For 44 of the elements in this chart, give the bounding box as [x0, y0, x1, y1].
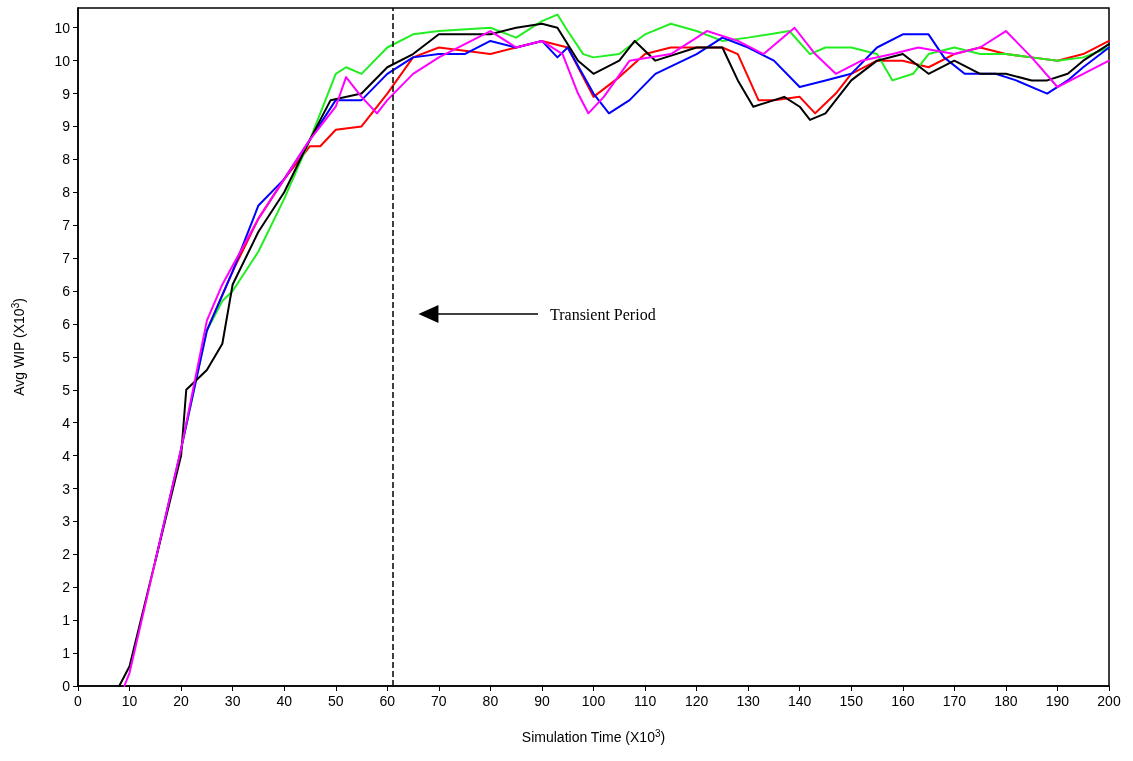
x-tick-label: 130: [736, 693, 761, 709]
x-tick-label: 110: [633, 693, 657, 709]
y-tick-label: 9: [62, 118, 71, 135]
x-tick-label: 50: [327, 693, 344, 709]
x-tick-label: 200: [1097, 693, 1121, 709]
x-tick-label: 170: [942, 693, 967, 709]
annotation: Transient Period: [550, 305, 656, 323]
x-tick-label: 10: [121, 693, 138, 709]
y-tick-label: 4: [62, 447, 71, 464]
x-tick-label: 40: [276, 693, 293, 709]
y-tick-label: 2: [62, 579, 71, 596]
y-tick-label: 10: [54, 52, 71, 69]
y-tick-label: 8: [62, 151, 71, 168]
y-tick-label: 3: [62, 513, 71, 530]
y-tick-label: 1: [62, 612, 71, 629]
x-tick-label: 100: [581, 693, 606, 709]
x-tick-label: 90: [534, 693, 550, 709]
y-tick-label: 7: [62, 250, 71, 267]
y-tick-label: 7: [62, 217, 71, 234]
y-tick-label: 4: [62, 414, 71, 431]
x-tick-label: 70: [431, 693, 447, 709]
y-tick-label: 9: [62, 85, 71, 102]
x-tick-label: 160: [891, 693, 915, 709]
x-tick-label: 20: [173, 693, 190, 709]
y-tick-label: 6: [62, 283, 71, 300]
y-tick-label: 5: [62, 381, 71, 398]
x-tick-label: 0: [74, 693, 83, 709]
y-tick-label: 0: [62, 678, 71, 694]
y-tick-label: 3: [62, 480, 71, 497]
y-axis-title: Avg WIP (X103): [9, 298, 27, 396]
y-tick-label: 5: [62, 348, 71, 365]
x-tick-label: 120: [684, 693, 709, 709]
x-tick-label: 30: [224, 693, 241, 709]
x-tick-label: 60: [379, 693, 396, 709]
y-tick-label: 2: [62, 546, 71, 563]
x-tick-label: 80: [482, 693, 499, 709]
y-tick-label: 8: [62, 184, 71, 201]
y-tick-label: 6: [62, 315, 71, 332]
y-tick-label: 10: [54, 19, 71, 36]
x-tick-label: 190: [1045, 693, 1070, 709]
y-tick-label: 1: [62, 645, 71, 662]
x-tick-label: 150: [839, 693, 864, 709]
x-tick-label: 140: [788, 693, 812, 709]
x-tick-label: 180: [994, 693, 1018, 709]
